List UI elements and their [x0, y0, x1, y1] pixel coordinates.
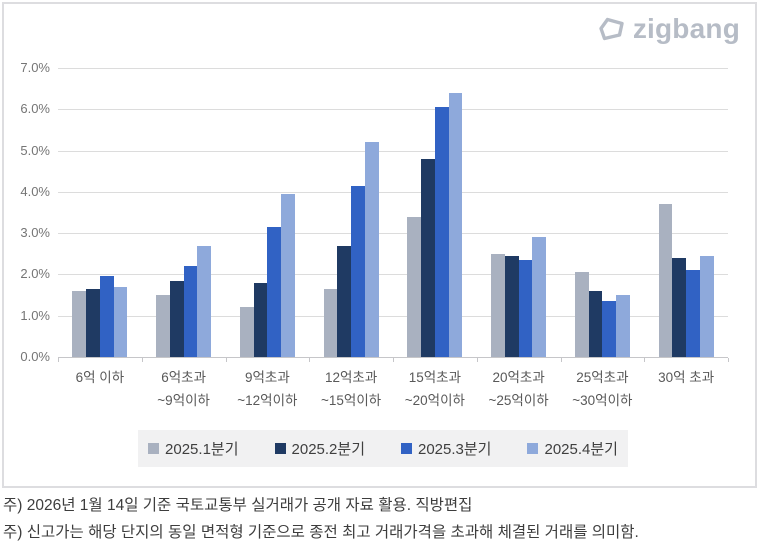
y-axis-tick-label: 2.0%	[20, 266, 50, 282]
x-axis-category-label: 20억초과 ~25억이하	[465, 366, 573, 412]
bar	[588, 290, 603, 357]
legend-swatch-icon	[401, 443, 412, 454]
zigbang-logo-icon	[599, 17, 624, 40]
legend-swatch-icon	[527, 443, 539, 454]
bar	[113, 286, 128, 357]
footnote-line: 주) 신고가는 해당 단지의 동일 면적형 기준으로 종전 최고 거래가격을 초…	[3, 524, 639, 541]
bar	[281, 193, 295, 357]
bar	[239, 307, 254, 357]
x-axis-category-label: 25억초과 ~30억이하	[549, 366, 657, 412]
bar	[156, 295, 170, 357]
bar	[434, 107, 449, 357]
axis-tick	[225, 358, 227, 362]
x-axis-label-line: ~9억이하	[157, 393, 210, 408]
bar	[351, 185, 365, 357]
legend-label: 2025.3분기	[418, 441, 492, 458]
bar	[253, 282, 268, 357]
bar	[699, 255, 714, 357]
axis-tick	[393, 358, 394, 362]
x-axis-label-line: ~12억이하	[237, 393, 298, 408]
footnote-line: 주) 2026년 1월 14일 기준 국토교통부 실거래가 공개 자료 활용. …	[3, 497, 473, 514]
bar	[197, 245, 212, 357]
legend-swatch-icon	[148, 443, 160, 454]
x-axis-line	[58, 357, 728, 358]
gridline	[58, 315, 728, 317]
bar	[72, 290, 87, 357]
zigbang-logo-text: zigbang	[632, 13, 740, 44]
x-axis-label-line: 6억초과	[161, 370, 207, 385]
x-axis-label-line: ~30억이하	[572, 393, 633, 408]
x-axis-label-line: 20억초과	[492, 370, 545, 385]
bar	[616, 295, 630, 357]
axis-tick	[728, 358, 729, 362]
x-axis-label-line: 9억초과	[244, 370, 290, 385]
bar	[421, 158, 435, 357]
x-axis-label-line: 15억초과	[408, 370, 462, 385]
x-axis-label-line: 6억 이하	[75, 370, 125, 385]
bar	[532, 237, 547, 357]
bar	[267, 226, 282, 357]
legend-item: 2025.3분기	[401, 438, 491, 459]
y-axis-tick-label: 0.0%	[20, 349, 50, 364]
gridline	[58, 191, 728, 193]
bar	[323, 288, 338, 357]
x-axis-category-label: 9억초과 ~12억이하	[214, 366, 322, 412]
bar	[686, 270, 700, 357]
chart-legend: 2025.1분기 2025.2분기 2025.3분기 2025.4분기	[138, 430, 628, 467]
bar	[504, 255, 519, 357]
gridline	[58, 109, 728, 111]
gridline	[58, 150, 728, 152]
x-axis-category-label: 15억초과 ~20억이하	[381, 366, 489, 412]
bar	[672, 257, 687, 357]
bar	[602, 301, 617, 357]
bar	[364, 142, 379, 357]
bar	[491, 253, 505, 357]
y-axis-tick-label: 7.0%	[20, 60, 50, 75]
footnotes: 주) 2026년 1월 14일 기준 국토교통부 실거래가 공개 자료 활용. …	[3, 492, 759, 546]
x-axis-category-label: 6억초과 ~9억이하	[130, 366, 238, 412]
bar	[337, 245, 352, 357]
axis-tick	[141, 358, 143, 362]
gridline	[58, 68, 728, 69]
bar	[169, 280, 184, 357]
bar	[99, 276, 114, 357]
legend-item: 2025.2분기	[274, 438, 365, 459]
x-axis-label-line: 12억초과	[324, 370, 378, 385]
bar	[86, 288, 100, 357]
y-axis-tick-label: 4.0%	[20, 183, 50, 199]
bar	[518, 259, 533, 357]
x-axis-category-label: 6억 이하	[46, 366, 154, 389]
bar	[448, 92, 463, 357]
y-axis-tick-label: 1.0%	[20, 307, 50, 323]
legend-label: 2025.4분기	[544, 441, 618, 458]
gridline	[58, 274, 728, 276]
chart-card	[2, 2, 757, 488]
legend-item: 2025.1분기	[148, 438, 239, 459]
legend-swatch-icon	[274, 443, 286, 454]
bar	[658, 204, 673, 357]
x-axis-label-line: 25억초과	[576, 370, 629, 385]
y-axis-tick-label: 5.0%	[20, 142, 50, 158]
bar	[407, 216, 422, 357]
legend-label: 2025.2분기	[291, 441, 365, 458]
y-axis-tick-label: 3.0%	[20, 225, 50, 241]
axis-tick	[476, 358, 478, 362]
bar	[183, 266, 198, 357]
x-axis-label-line: 30억 초과	[658, 370, 715, 385]
bar	[574, 272, 589, 357]
x-axis-label-line: ~20억이하	[404, 393, 465, 408]
legend-label: 2025.1분기	[165, 441, 239, 458]
x-axis-label-line: ~15억이하	[321, 393, 382, 408]
axis-tick	[644, 358, 646, 362]
zigbang-logo: zigbang	[596, 13, 740, 45]
gridline	[58, 233, 728, 235]
axis-tick	[309, 358, 311, 362]
axis-tick	[58, 358, 59, 362]
axis-tick	[560, 358, 562, 362]
y-axis-tick-label: 6.0%	[20, 101, 50, 117]
x-axis-category-label: 30억 초과	[632, 366, 740, 389]
x-axis-label-line: ~25억이하	[488, 393, 549, 408]
x-axis-category-label: 12억초과 ~15억이하	[297, 366, 405, 412]
legend-item: 2025.4분기	[527, 438, 618, 459]
